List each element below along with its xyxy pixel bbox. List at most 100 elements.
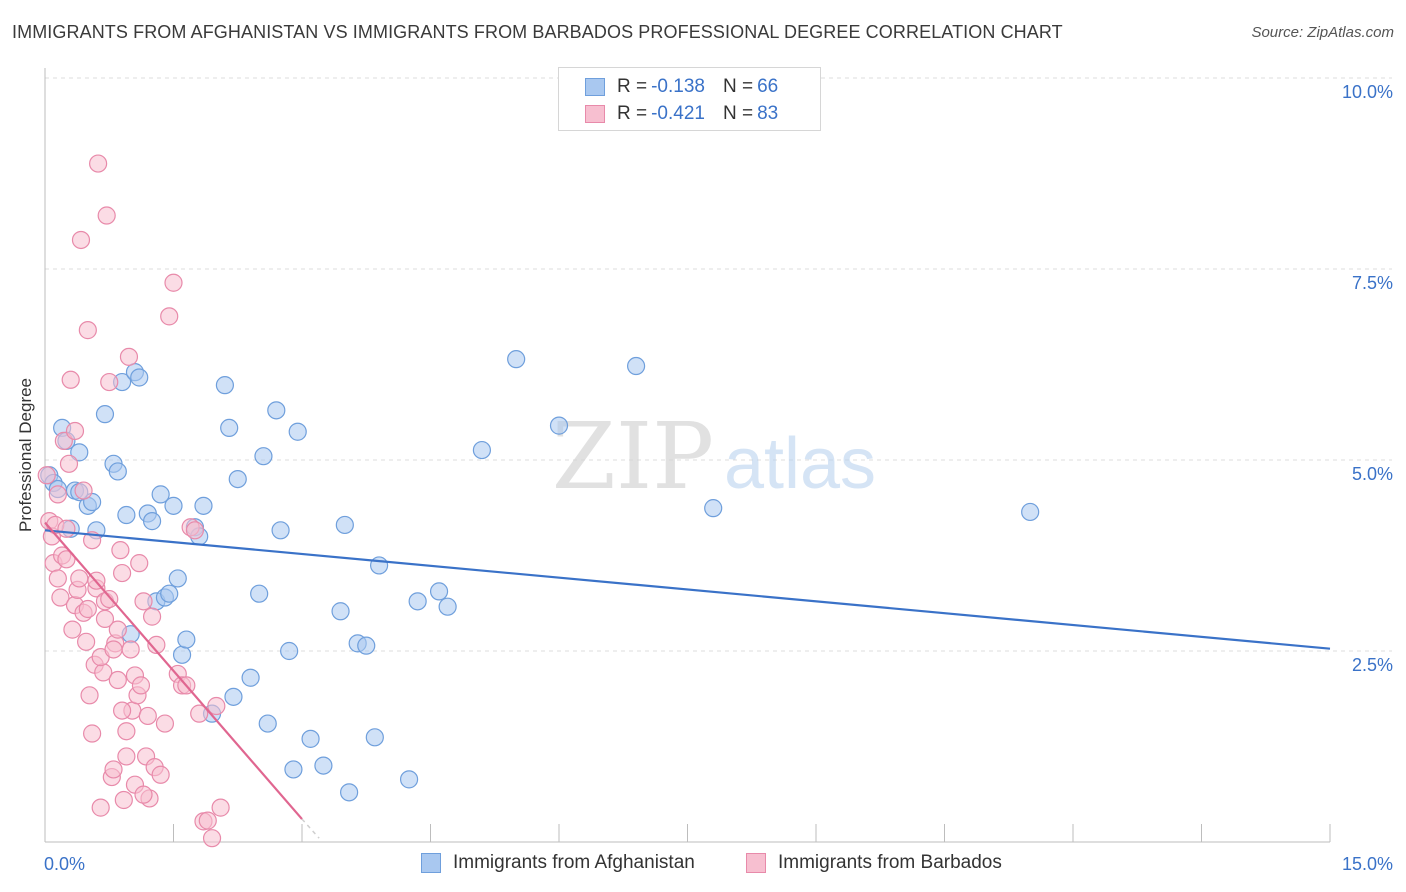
legend-n-label: N = [722,103,754,124]
point-barbados [59,454,79,473]
point-afghanistan [220,418,239,438]
point-barbados [155,714,175,733]
point-barbados [104,760,123,779]
point-barbados [71,230,91,250]
trendline-barbados [44,521,303,820]
point-barbados [131,676,151,695]
point-barbados [80,686,99,705]
point-barbados [147,635,166,654]
point-barbados [97,206,116,225]
point-barbados [48,569,67,588]
watermark-atlas: atlas [724,424,876,504]
legend-r-value: -0.421 [651,103,705,124]
point-afghanistan [172,645,192,664]
x-tick-label: 15.0% [1342,854,1393,874]
legend-n-label: N = [722,76,754,97]
point-barbados [57,519,76,538]
point-afghanistan [142,512,162,531]
point-barbados [78,599,97,619]
y-tick-label: 7.5% [1352,273,1393,293]
legend-row-afghanistan: R = -0.138 N = 66 [585,74,778,100]
data-points [37,154,1040,848]
point-barbados [207,696,226,716]
point-barbados [108,620,127,639]
point-barbados [83,724,102,743]
point-afghanistan [626,356,646,376]
point-barbados [134,785,153,804]
y-tick-label: 2.5% [1352,655,1393,675]
point-afghanistan [399,770,419,789]
point-barbados [74,481,93,500]
point-barbados [121,640,140,659]
point-afghanistan [549,416,569,435]
point-barbados [91,798,110,817]
source-credit: Source: ZipAtlas.com [1251,24,1394,41]
point-barbados [108,670,127,690]
watermark: ZIP atlas [552,403,876,510]
series-label-afghanistan: Immigrants from Afghanistan [453,852,695,873]
y-tick-label: 5.0% [1352,464,1393,484]
point-barbados [51,588,70,607]
series-legend-afghanistan: Immigrants from Afghanistan [421,852,695,874]
point-barbados [77,632,96,651]
point-afghanistan [164,496,183,515]
point-afghanistan [357,636,376,655]
point-barbados [117,722,136,741]
point-afghanistan [280,641,299,661]
point-barbados [130,554,149,573]
point-barbados [61,370,80,389]
point-barbados [211,798,230,817]
point-afghanistan [704,499,723,518]
point-barbados [142,607,162,626]
point-afghanistan [331,602,350,621]
y-tick-label: 10.0% [1342,82,1393,102]
point-barbados [134,592,153,611]
point-afghanistan [215,376,234,395]
point-barbados [164,273,183,292]
point-barbados [160,307,179,326]
point-afghanistan [194,496,213,515]
point-afghanistan [438,597,457,616]
legend-n-value: 83 [757,103,779,124]
point-afghanistan [365,728,384,747]
series-label-barbados: Immigrants from Barbados [778,852,1002,873]
point-barbados [89,154,108,173]
point-afghanistan [284,760,303,779]
series-swatch-barbados [746,853,766,873]
point-barbados [70,569,89,588]
point-barbados [119,347,139,366]
point-afghanistan [130,368,149,387]
point-barbados [185,521,205,540]
legend-swatch-afghanistan [585,78,605,96]
point-barbados [198,811,217,830]
point-barbados [114,790,133,810]
point-afghanistan [408,592,427,611]
point-afghanistan [258,714,277,733]
point-afghanistan [267,401,286,420]
point-afghanistan [340,783,359,802]
point-afghanistan [472,440,491,460]
legend-r-value: -0.138 [651,76,705,97]
trendline-barbados-extension [301,818,320,839]
point-afghanistan [254,447,273,466]
point-afghanistan [507,350,526,369]
point-barbados [37,466,56,485]
legend-r-label: R = [617,76,648,97]
point-barbados [112,701,132,720]
point-afghanistan [241,668,260,687]
point-barbados [104,640,123,659]
point-afghanistan [117,505,136,525]
legend-n-value: 66 [757,76,779,97]
point-afghanistan [151,485,170,504]
point-afghanistan [177,630,196,649]
point-afghanistan [1021,502,1040,522]
point-barbados [138,706,157,726]
chart-title: IMMIGRANTS FROM AFGHANISTAN VS IMMIGRANT… [12,22,1063,42]
point-afghanistan [301,729,320,748]
point-afghanistan [335,515,354,535]
point-barbados [63,620,82,639]
series-legend-barbados: Immigrants from Barbados [746,852,1002,874]
x-tick-label: 0.0% [44,854,85,874]
legend-swatch-barbados [585,105,605,123]
point-barbados [95,609,115,629]
